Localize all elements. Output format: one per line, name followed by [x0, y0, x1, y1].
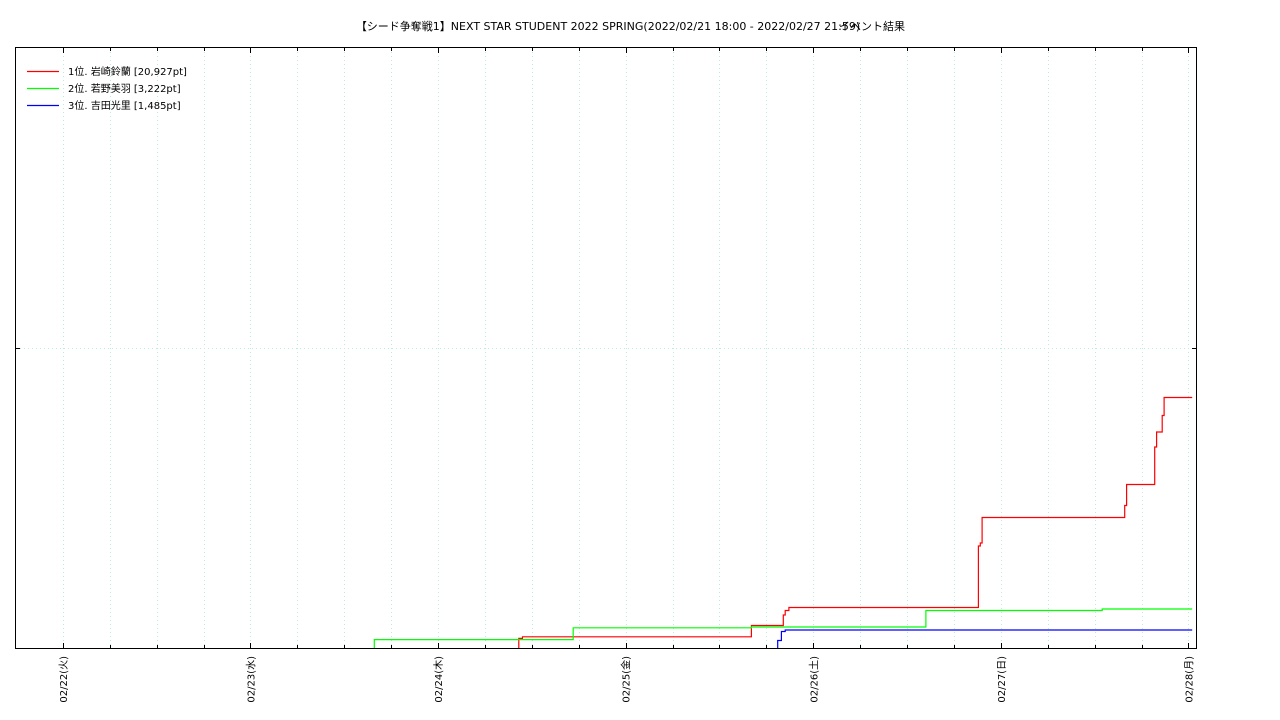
- series-line: [777, 629, 1193, 648]
- x-tick-label: 02/24(木): [433, 656, 445, 703]
- x-tick-label: 02/27(日): [997, 656, 1008, 703]
- x-tick-label: 02/26(土): [807, 656, 820, 703]
- legend: 1位. 岩崎鈴蘭 [20,927pt] 2位. 若野美羽 [3,222pt] 3位.…: [27, 65, 187, 112]
- legend-label: 1位. 岩崎鈴蘭 [20,927pt]: [68, 65, 187, 78]
- series-lines: [373, 396, 1193, 648]
- x-tick-label: 02/23(水): [245, 656, 257, 703]
- chart-subtitle: イベント結果: [839, 19, 905, 33]
- x-tick-label: 02/25(金): [620, 656, 633, 703]
- legend-label: 2位. 若野美羽 [3,222pt]: [68, 82, 181, 95]
- x-tick-label: 02/28(月): [1183, 656, 1195, 703]
- x-tick-label: 02/22(火): [58, 656, 70, 703]
- x-axis: 02/22(火) 02/23(水) 02/24(木) 02/25(金) 02/26(土)…: [16, 48, 1196, 703]
- series-line: [518, 396, 1193, 648]
- legend-label: 3位. 吉田光里 [1,485pt]: [68, 99, 181, 112]
- grid: [16, 48, 1196, 648]
- plot-frame: [15, 47, 1197, 649]
- series-line: [373, 608, 1193, 648]
- chart-title: 【シード争奪戦1】NEXT STAR STUDENT 2022 SPRING(2…: [356, 19, 860, 33]
